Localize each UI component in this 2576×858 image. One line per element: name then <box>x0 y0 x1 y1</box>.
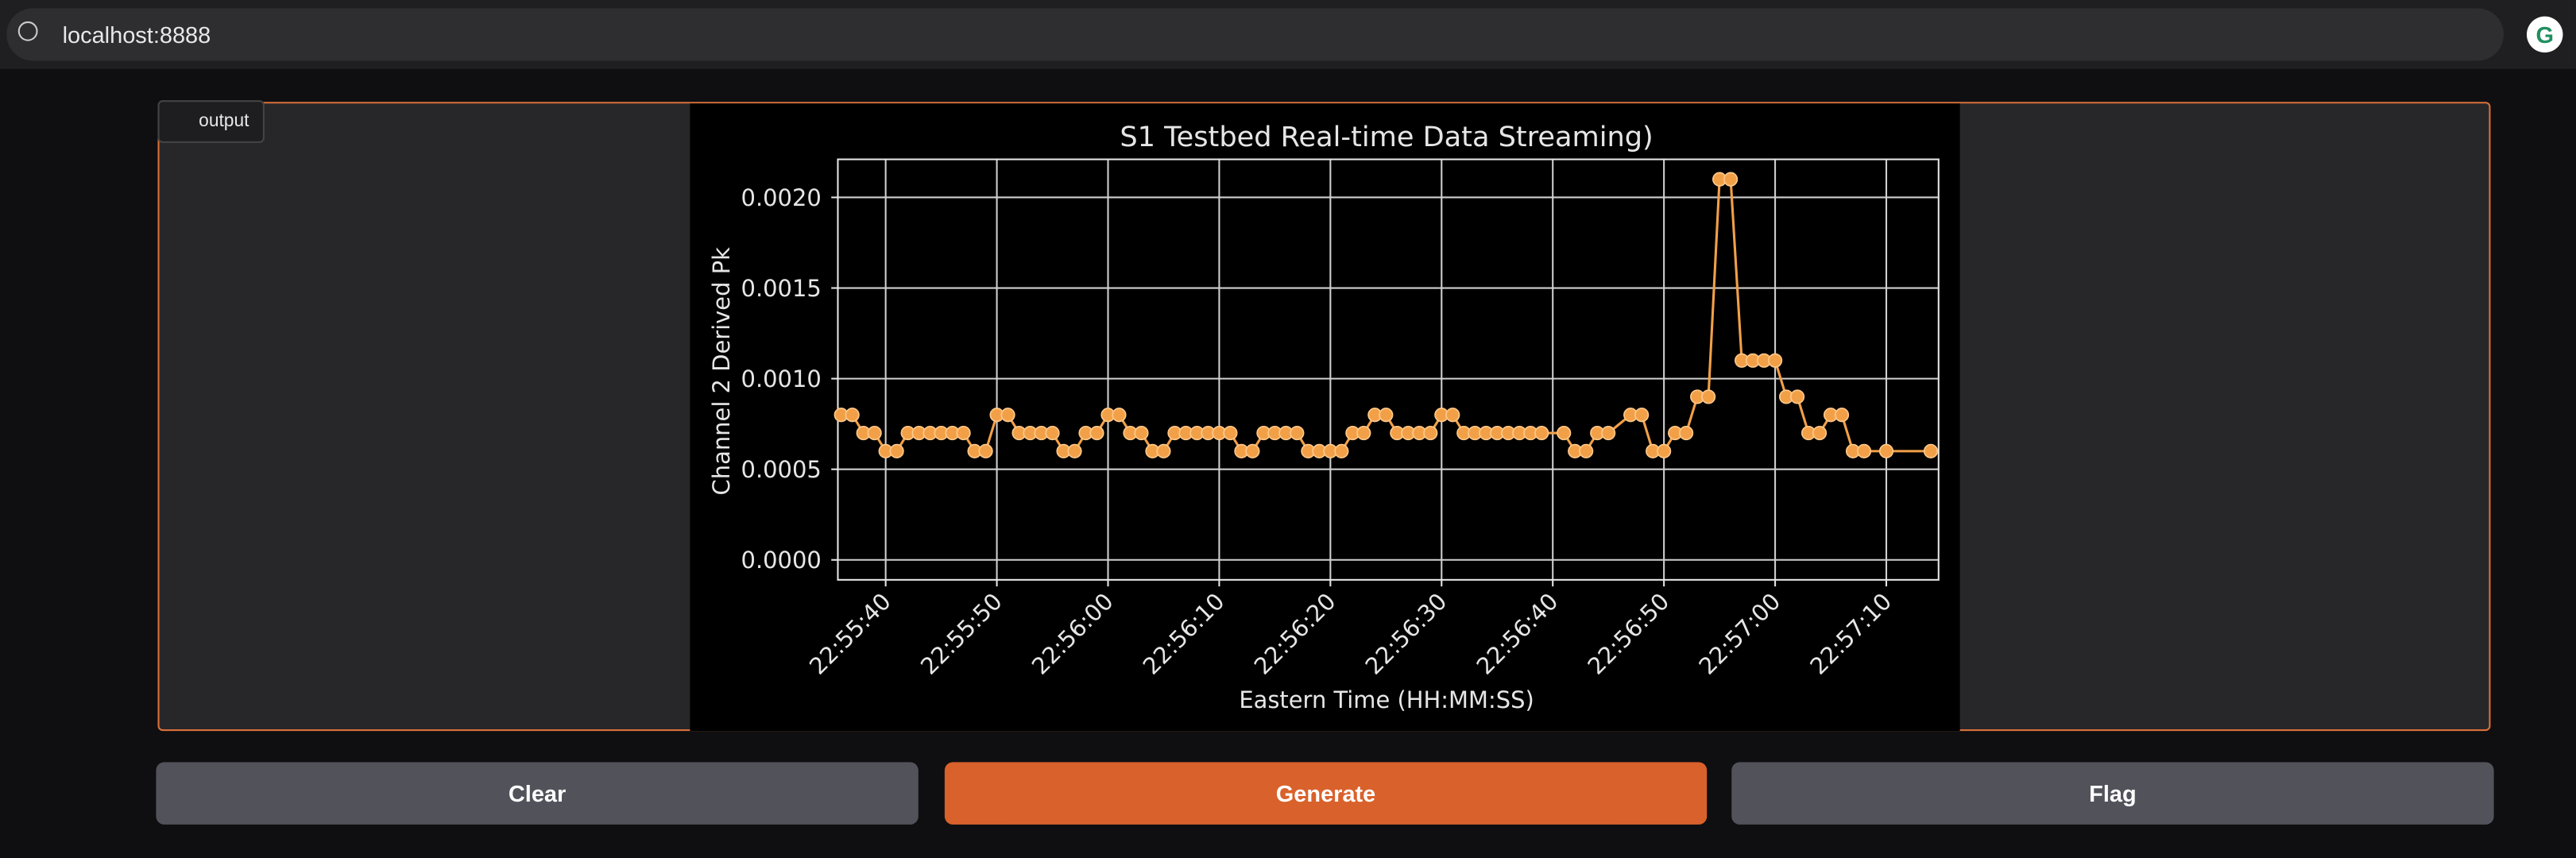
data-point <box>1245 443 1260 458</box>
generate-button[interactable]: Generate <box>944 762 1708 825</box>
data-point <box>1156 443 1171 458</box>
data-point <box>1067 443 1082 458</box>
data-point <box>1534 425 1549 441</box>
data-point <box>1000 408 1015 423</box>
data-point <box>1112 408 1127 423</box>
flag-button[interactable]: Flag <box>1731 762 2494 825</box>
data-point <box>1856 443 1872 458</box>
profile-icon[interactable]: G <box>2526 16 2563 53</box>
browser-bar: localhost:8888 G <box>0 0 2576 69</box>
data-point <box>1045 425 1060 441</box>
site-info-icon[interactable] <box>17 21 38 41</box>
data-point <box>1878 443 1894 458</box>
data-point <box>845 408 860 423</box>
data-point <box>1789 389 1805 404</box>
data-point <box>1812 425 1828 441</box>
y-tick-label: 0.0020 <box>741 184 822 211</box>
data-point <box>1290 425 1305 441</box>
data-point <box>867 425 882 441</box>
y-tick-label: 0.0010 <box>741 365 822 392</box>
x-axis-label: Eastern Time (HH:MM:SS) <box>1239 686 1534 713</box>
data-point <box>1834 408 1850 423</box>
data-point <box>1089 425 1104 441</box>
x-tick-label: 22:57:10 <box>1804 588 1897 680</box>
data-point <box>1601 425 1616 441</box>
x-tick-label: 22:55:40 <box>804 588 896 680</box>
data-point <box>1557 425 1572 441</box>
data-point <box>1423 425 1438 441</box>
x-tick-label: 22:56:00 <box>1027 588 1119 680</box>
data-point <box>978 443 993 458</box>
chart-background <box>690 103 1960 732</box>
data-point <box>1657 443 1672 458</box>
x-tick-label: 22:56:10 <box>1138 588 1230 680</box>
x-tick-label: 22:56:50 <box>1582 588 1674 680</box>
data-point <box>1579 443 1594 458</box>
data-point <box>1445 408 1460 423</box>
data-point <box>1334 443 1349 458</box>
data-point <box>956 425 971 441</box>
address-bar[interactable] <box>6 8 2504 61</box>
data-point <box>1723 172 1739 187</box>
y-axis-label: Channel 2 Derived Pk <box>708 247 735 496</box>
y-tick-label: 0.0005 <box>741 456 822 483</box>
data-point <box>1923 443 1939 458</box>
x-tick-label: 22:57:00 <box>1693 588 1785 680</box>
clear-button[interactable]: Clear <box>156 762 919 825</box>
plot-frame <box>837 158 1940 581</box>
x-tick-label: 22:56:40 <box>1471 588 1563 680</box>
data-point <box>889 443 904 458</box>
output-label: output <box>157 100 265 143</box>
x-tick-label: 22:56:20 <box>1249 588 1341 680</box>
chart-title: S1 Testbed Real-time Data Streaming) <box>1120 121 1653 153</box>
data-point <box>1767 353 1783 368</box>
data-point <box>1379 408 1394 423</box>
data-point <box>1356 425 1371 441</box>
y-tick-label: 0.0015 <box>741 275 822 302</box>
data-point <box>1223 425 1238 441</box>
data-point <box>1701 389 1716 404</box>
data-point <box>1134 425 1149 441</box>
data-point <box>1634 408 1650 423</box>
y-tick-label: 0.0000 <box>741 547 822 574</box>
x-tick-label: 22:56:30 <box>1360 588 1452 680</box>
url: localhost:8888 <box>62 21 211 48</box>
data-point <box>1679 425 1694 441</box>
x-tick-label: 22:55:50 <box>915 588 1008 680</box>
